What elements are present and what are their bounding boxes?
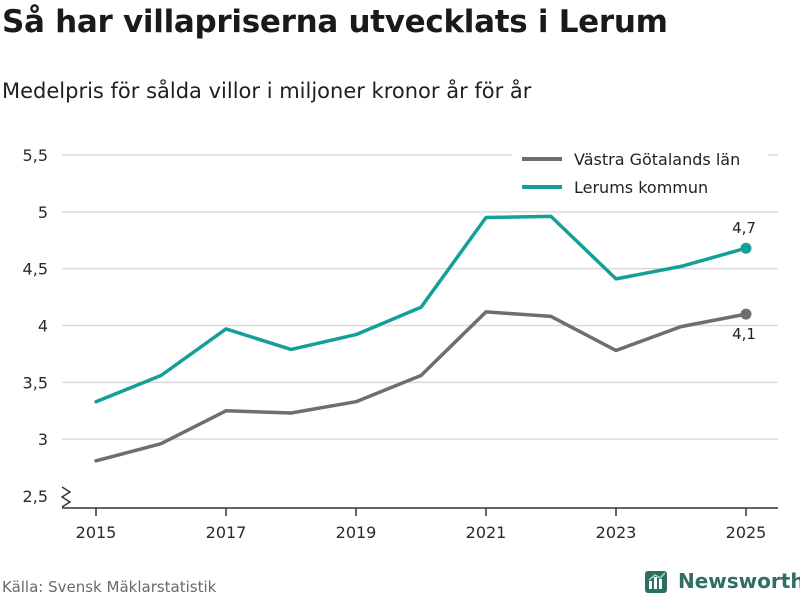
legend-box	[512, 146, 768, 204]
end-point-0	[740, 308, 752, 320]
y-tick-label: 3	[38, 430, 48, 449]
x-tick-label: 2025	[726, 523, 767, 542]
x-axis: 2015 2017 2019 2021 2023 2025	[60, 486, 778, 542]
x-tick-label: 2015	[76, 523, 117, 542]
x-tick-label: 2021	[466, 523, 507, 542]
chart-subtitle: Medelpris för sålda villor i miljoner kr…	[2, 79, 532, 103]
x-tick-label: 2023	[596, 523, 637, 542]
brand-name: Newsworthy	[678, 569, 800, 593]
series-lines	[94, 214, 752, 463]
end-value-label: 4,1	[732, 325, 756, 343]
end-value-label: 4,7	[732, 219, 756, 237]
y-tick-label: 5,5	[23, 146, 48, 165]
y-tick-label: 5	[38, 203, 48, 222]
end-labels: 4,1 4,7	[732, 219, 756, 343]
y-tick-label: 4,5	[23, 260, 48, 279]
y-tick-label: 3,5	[23, 373, 48, 392]
legend: Västra Götalands län Lerums kommun	[512, 146, 768, 204]
chart-title: Så har villapriserna utvecklats i Lerum	[2, 4, 668, 40]
axis-break-icon	[60, 486, 72, 508]
newsworthy-logo-icon	[645, 571, 667, 593]
legend-label: Västra Götalands län	[574, 150, 740, 169]
y-tick-label: 4	[38, 317, 48, 336]
y-tick-label: 2,5	[23, 487, 48, 506]
source-note: Källa: Svensk Mäklarstatistik	[2, 578, 217, 596]
x-tick-label: 2019	[336, 523, 377, 542]
end-point-1	[740, 242, 752, 254]
legend-label: Lerums kommun	[574, 178, 708, 197]
x-tick-label: 2017	[206, 523, 247, 542]
series-line-0	[94, 310, 748, 463]
y-axis-ticks: 2,5 3 3,5 4 4,5 5 5,5	[23, 146, 48, 506]
series-line-1	[94, 214, 748, 404]
brand-logo: Newsworthy	[644, 568, 800, 594]
